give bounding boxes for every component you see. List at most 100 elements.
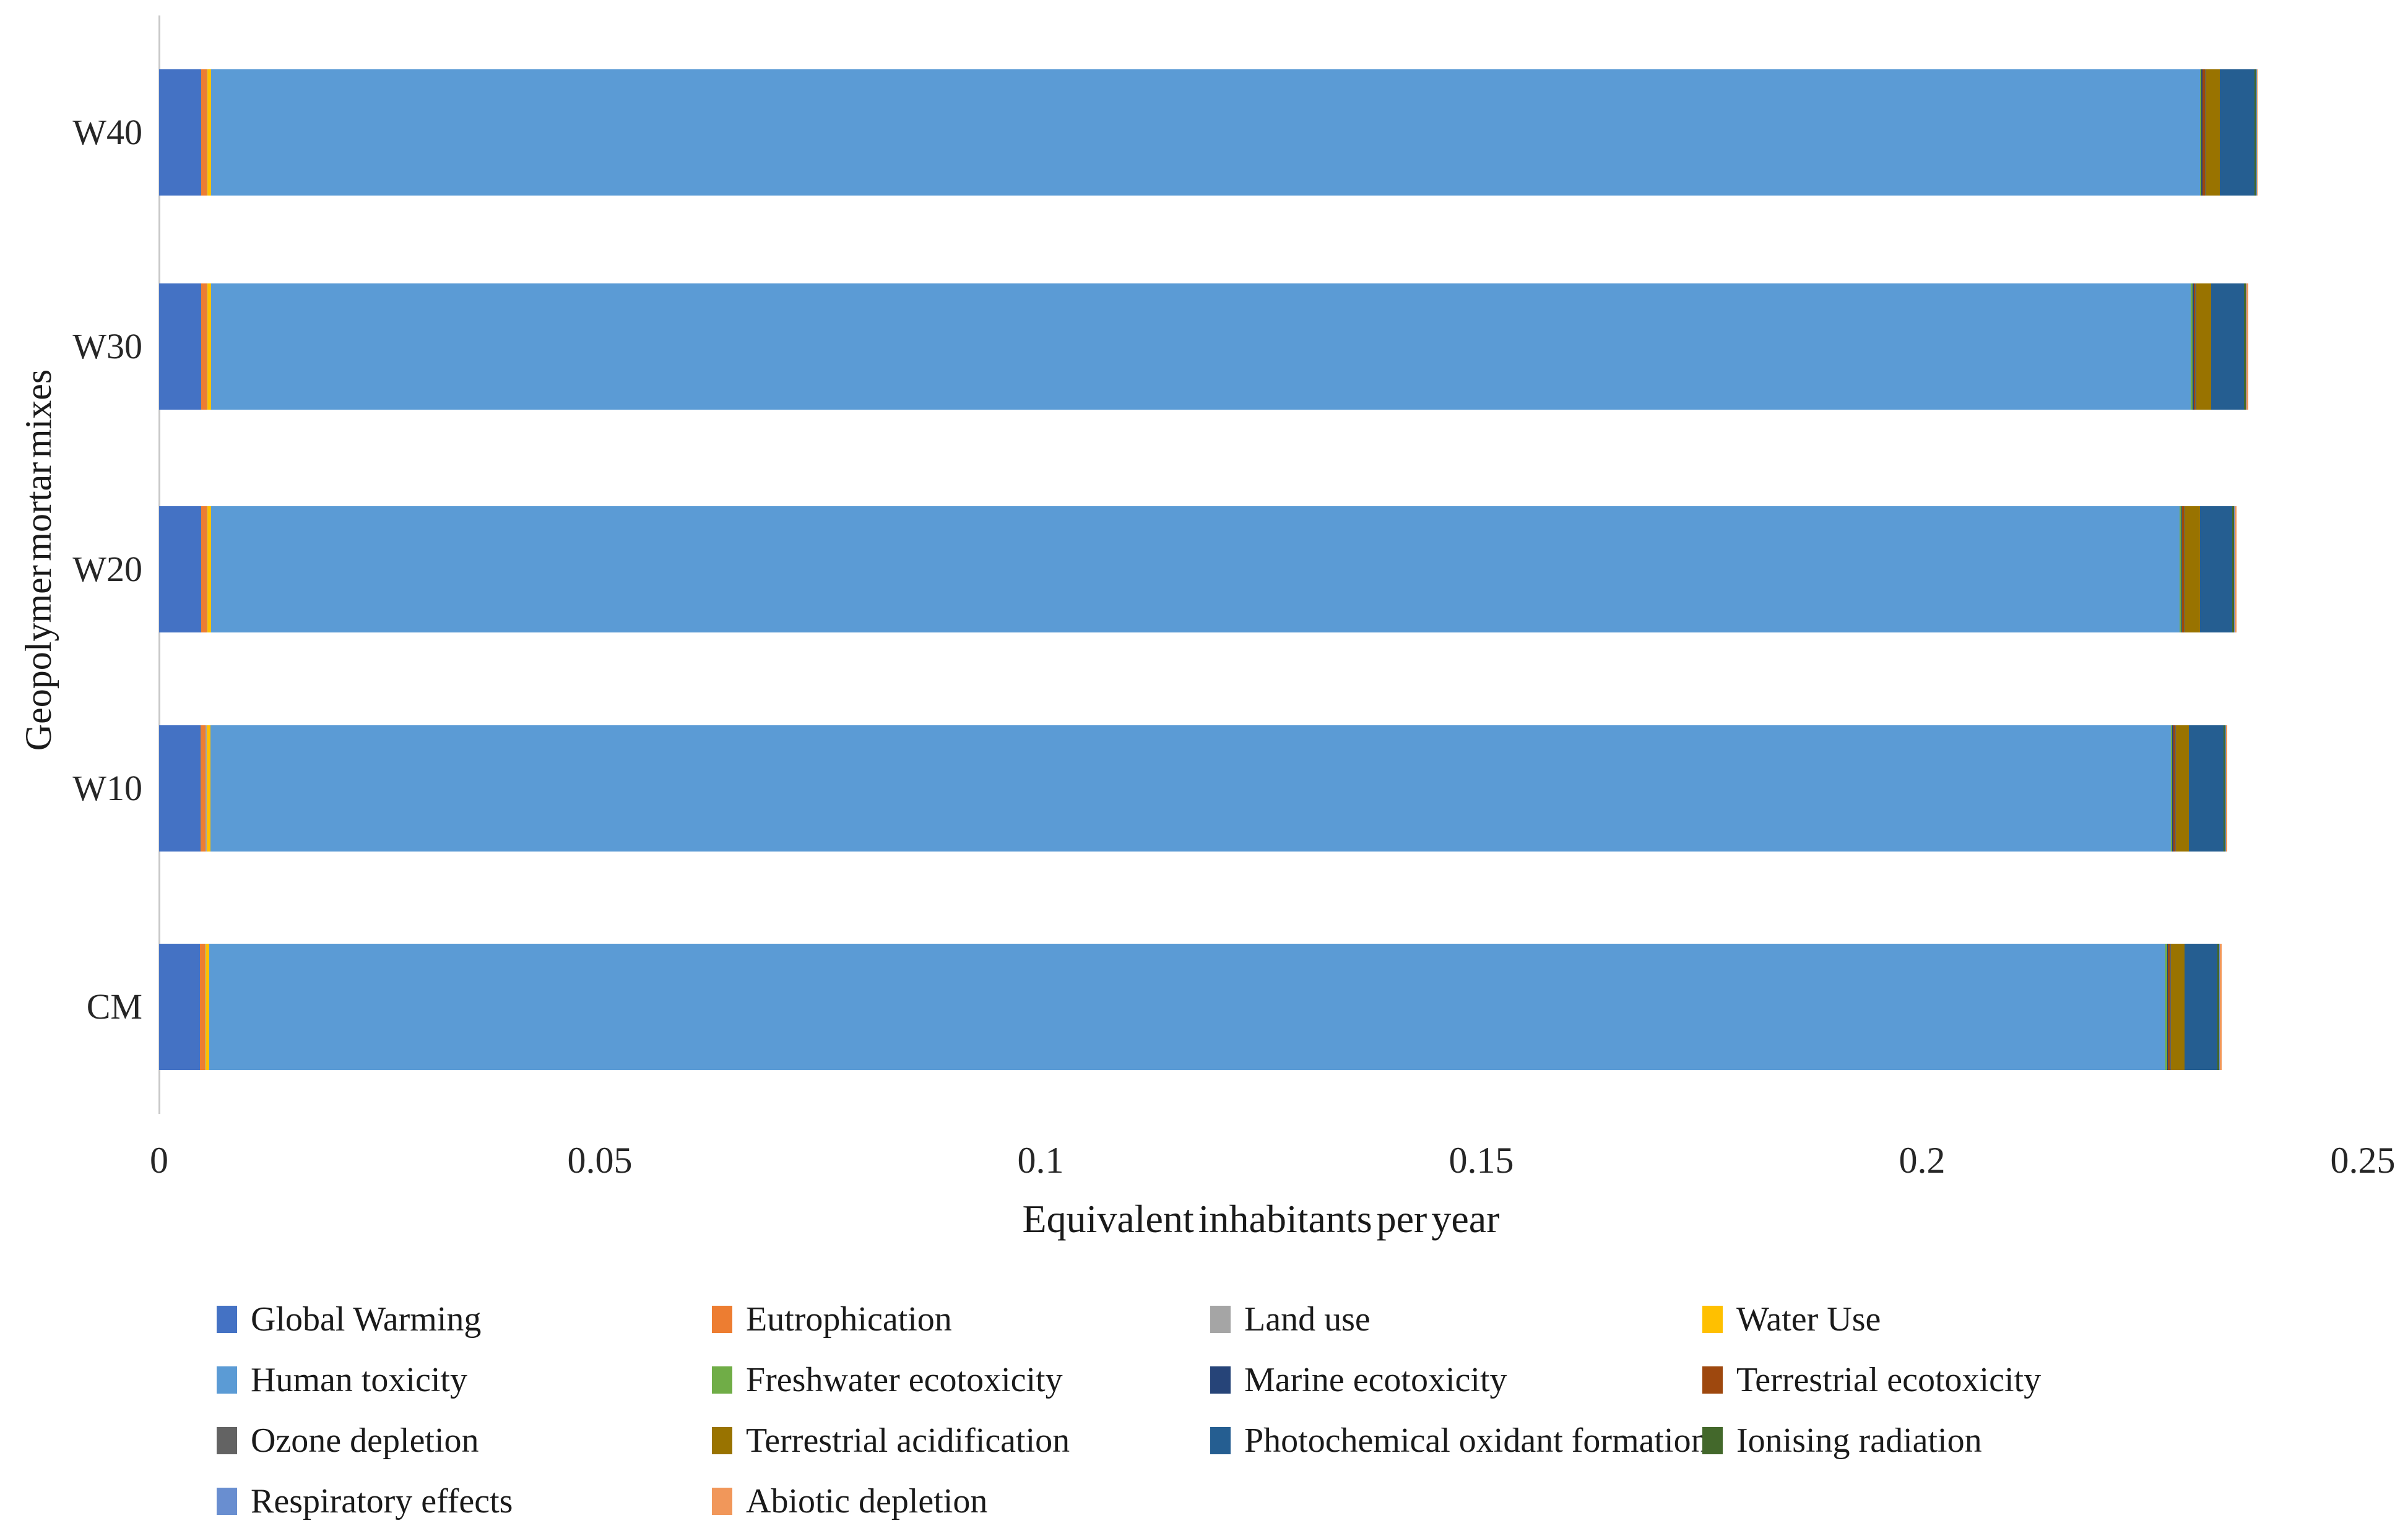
bar-segment [2193,283,2196,410]
bar-segment [159,725,201,852]
bar-segment [2256,69,2258,196]
bar-segment [2199,69,2202,196]
bar-segment [159,283,202,410]
x-tick-label: 0.05 [567,1140,633,1181]
bar-segment [2225,725,2227,852]
legend-item: Eutrophication [712,1302,952,1337]
legend-label: Freshwater ecotoxicity [746,1361,1063,1399]
legend-item: Photochemical oxidant formation [1210,1423,1709,1458]
legend-label: Photochemical oxidant formation [1244,1421,1709,1460]
bar-segment [2246,283,2248,410]
y-axis-title: Geopolymer mortar mixes [18,369,59,751]
x-tick-label: 0.1 [1017,1140,1064,1181]
bar-segment [2167,944,2168,1070]
category-label: W30 [72,326,142,366]
legend-swatch-icon [1702,1366,1723,1394]
legend-label: Land use [1244,1300,1371,1339]
legend-item: Terrestrial ecotoxicity [1702,1363,2041,1397]
category-label: W20 [72,549,142,589]
bar-segment [2176,725,2189,852]
bar-segment [159,944,200,1070]
legend-label: Human toxicity [251,1361,467,1399]
legend-swatch-icon [217,1488,237,1515]
legend-swatch-icon [217,1366,237,1394]
legend-label: Global Warming [251,1300,482,1339]
legend-swatch-icon [712,1488,732,1515]
bar-segment [2195,283,2196,410]
legend-swatch-icon [217,1306,237,1333]
legend-swatch-icon [712,1427,732,1454]
bar-segment [210,506,2180,632]
bar-segment [2217,944,2219,1070]
x-tick-label: 0 [150,1140,168,1181]
legend-swatch-icon [712,1306,732,1333]
legend-item: Human toxicity [217,1363,467,1397]
legend-label: Abiotic depletion [746,1482,988,1520]
legend-label: Marine ecotoxicity [1244,1361,1507,1399]
legend-item: Freshwater ecotoxicity [712,1363,1063,1397]
bar-segment [2257,69,2258,196]
legend-label: Eutrophication [746,1300,952,1339]
legend-swatch-icon [1210,1306,1231,1333]
bar-segment [2201,69,2202,196]
legend-label: Water Use [1736,1300,1881,1339]
bar-segment [2185,944,2217,1070]
bar-segment [2206,69,2220,196]
legend-label: Ionising radiation [1736,1421,1982,1460]
bar-segment [2223,725,2225,852]
legend-item: Terrestrial acidification [712,1423,1070,1458]
bar-segment [2226,725,2227,852]
bar-segment [2173,725,2175,852]
legend-item: Land use [1210,1302,1371,1337]
bar-row-w10 [159,725,2227,852]
legend-label: Terrestrial acidification [746,1421,1070,1460]
bar-segment [2219,944,2220,1070]
legend-item: Ionising radiation [1702,1423,1982,1458]
bar-segment [207,69,211,196]
bar-row-w20 [159,506,2237,632]
legend-label: Respiratory effects [251,1482,513,1520]
bar-segment [2170,944,2185,1070]
legend-swatch-icon [1702,1427,1723,1454]
x-axis-title: Equivalent inhabitants per year [1022,1197,1500,1241]
bar-segment [2234,506,2235,632]
legend-item: Ozone depletion [217,1423,479,1458]
bar-segment [2235,506,2237,632]
bar-segment [2220,944,2222,1070]
bar-segment [2254,69,2256,196]
bar-segment [210,725,2171,852]
bar-segment [2220,69,2254,196]
bar-segment [2181,506,2183,632]
bar-segment [2189,725,2224,852]
bar-segment [2168,944,2170,1070]
bar-segment [2205,69,2206,196]
bar-segment [2185,506,2200,632]
bar-segment [2243,283,2246,410]
legend-label: Ozone depletion [251,1421,479,1460]
legend-swatch-icon [712,1366,732,1394]
bar-segment [2211,283,2244,410]
bar-segment [207,283,211,410]
bar-segment [159,506,202,632]
bar-segment [201,283,207,410]
bar-segment [201,506,207,632]
bar-segment [2199,506,2233,632]
bar-segment [2202,69,2206,196]
bar-segment [205,944,206,1070]
bar-segment [2182,506,2184,632]
bar-segment [206,725,210,852]
legend-item: Marine ecotoxicity [1210,1363,1507,1397]
bar-segment [2170,725,2173,852]
bar-segment [2175,725,2176,852]
x-tick-label: 0.2 [1899,1140,1946,1181]
legend-swatch-icon [1210,1366,1231,1394]
legend-label: Terrestrial ecotoxicity [1736,1361,2042,1399]
bar-segment [199,944,206,1070]
legend-swatch-icon [1210,1427,1231,1454]
bar-segment [2172,725,2173,852]
bar-row-cm [159,944,2222,1070]
bar-segment [209,944,2165,1070]
bar-row-w30 [159,283,2248,410]
bar-segment [2183,506,2185,632]
